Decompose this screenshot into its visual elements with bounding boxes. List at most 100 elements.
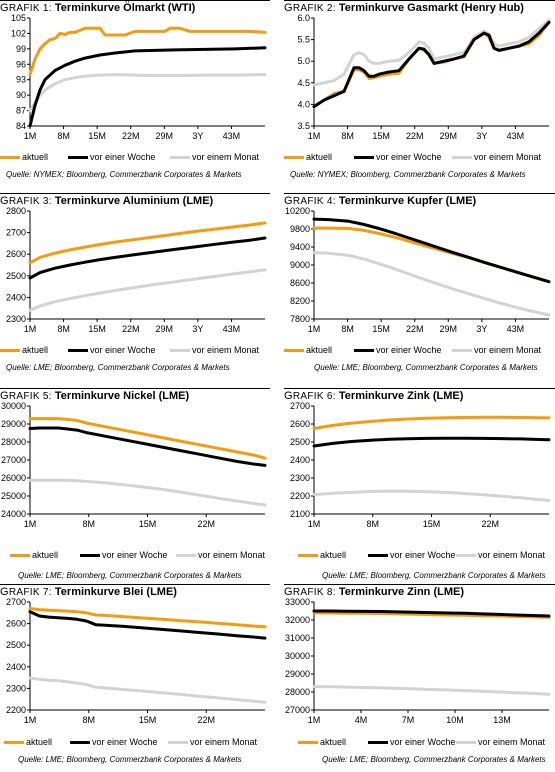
series-line-aktuell (28, 417, 267, 460)
x-tick-label: 8M (341, 131, 354, 141)
y-tick-label: 2300 (290, 473, 310, 483)
y-tick-label: 3.5 (297, 121, 310, 131)
chart-title: GRAFIK 7: Terminkurve Blei (LME) (0, 586, 177, 598)
legend-label: vor einem Monat (474, 345, 542, 355)
series-line-vor-einem-monat (312, 685, 551, 696)
y-tick-label: 2200 (290, 491, 310, 501)
chart-title: GRAFIK 5: Terminkurve Nickel (LME) (0, 390, 190, 402)
chart-source: Quelle: LME; Bloomberg, Commerzbank Corp… (322, 755, 546, 764)
legend-swatch-aktuell (284, 349, 304, 352)
chart-panel-4: GRAFIK 4: Terminkurve Kupfer (LME) 7800 8… (284, 193, 555, 381)
y-tick-label: 2700 (6, 597, 26, 607)
legend-label: vor einem Monat (198, 550, 266, 560)
legend-label: aktuell (22, 345, 49, 355)
x-tick-label: 15M (139, 715, 157, 725)
legend-swatch-monat (176, 554, 196, 557)
chart-panel-3: GRAFIK 3: Terminkurve Aluminium (LME) 23… (0, 193, 270, 381)
legend-label: vor einer Woche (376, 345, 442, 355)
x-tick-label: 22M (122, 324, 140, 334)
legend-label: vor einer Woche (102, 550, 168, 560)
legend-label: vor einer Woche (90, 345, 156, 355)
y-tick-label: 30000 (285, 651, 310, 661)
chart-legend: aktuell vor einer Woche vor einem Monat (0, 737, 270, 749)
legend-label: aktuell (320, 550, 347, 560)
series-line-vor-einer-woche (312, 20, 551, 109)
legend-swatch-woche (368, 741, 388, 744)
y-tick-label: 84 (16, 121, 26, 131)
x-tick-label: 3Y (476, 324, 487, 334)
y-tick-label: 2600 (290, 419, 310, 429)
legend-label: aktuell (32, 550, 59, 560)
x-tick-label: 22M (197, 519, 215, 529)
chart-source: Quelle: NYMEX; Bloomberg, Commerzbank Co… (290, 170, 526, 179)
y-tick-label: 29000 (1, 419, 26, 429)
y-tick-label: 102 (11, 28, 26, 38)
title-rule (0, 388, 270, 389)
y-tick-label: 2500 (290, 437, 310, 447)
x-tick-label: 15M (423, 519, 441, 529)
y-tick-label: 87 (16, 106, 26, 116)
y-tick-label: 2200 (6, 705, 26, 715)
legend-label: aktuell (320, 737, 347, 747)
y-tick-label: 8600 (290, 278, 310, 288)
series-line-vor-einem-monat (28, 478, 267, 507)
y-tick-label: 2400 (6, 292, 26, 302)
chart-source: Quelle: NYMEX; Bloomberg, Commerzbank Co… (6, 170, 242, 179)
legend-swatch-aktuell (0, 349, 20, 352)
x-tick-label: 22M (122, 131, 140, 141)
legend-swatch-aktuell (10, 554, 30, 557)
y-tick-label: 2700 (290, 401, 310, 411)
x-tick-label: 8M (57, 324, 70, 334)
y-tick-label: 9800 (290, 224, 310, 234)
chart-legend: aktuell vor einer Woche vor einem Monat (284, 550, 554, 562)
series-line-aktuell (28, 221, 267, 265)
x-tick-label: 8M (82, 519, 95, 529)
legend-swatch-monat (456, 741, 476, 744)
y-tick-label: 2500 (6, 640, 26, 650)
legend-swatch-woche (80, 554, 100, 557)
legend-label: aktuell (306, 345, 333, 355)
line-chart: 84 87 90 93 96 99 102 105 1M 8M 15M 22M 29M 3Y 43M (11, 13, 267, 141)
line-chart: 3.5 4.0 4.5 5.0 5.5 6.0 1M 8M 15M 22M 29M 3Y 43M (297, 13, 551, 141)
y-tick-label: 2800 (6, 206, 26, 216)
x-tick-label: 43M (507, 324, 525, 334)
x-tick-label: 1M (24, 519, 37, 529)
legend-swatch-monat (452, 156, 472, 159)
x-tick-label: 15M (139, 519, 157, 529)
x-tick-label: 29M (440, 324, 458, 334)
legend-label: aktuell (306, 152, 333, 162)
chart-legend: aktuell vor einer Woche vor einem Monat (284, 345, 554, 357)
y-tick-label: 2600 (6, 619, 26, 629)
y-tick-label: 6.0 (297, 13, 310, 23)
y-tick-label: 27000 (285, 705, 310, 715)
legend-label: vor einer Woche (390, 550, 456, 560)
series-line-vor-einer-woche (28, 46, 267, 128)
series-line-vor-einem-monat (312, 489, 551, 502)
line-chart: 2200 2300 2400 2500 2600 2700 1M 8M 15M 22M (6, 597, 267, 725)
series-line-vor-einem-monat (28, 268, 267, 312)
series-line-vor-einer-woche (28, 610, 267, 640)
y-tick-label: 2500 (6, 271, 26, 281)
y-tick-label: 28000 (1, 437, 26, 447)
x-tick-label: 8M (341, 324, 354, 334)
x-tick-label: 1M (308, 715, 321, 725)
chart-legend: aktuell vor einer Woche vor einem Monat (284, 152, 554, 164)
chart-title: GRAFIK 6: Terminkurve Zink (LME) (284, 390, 464, 402)
legend-label: aktuell (26, 737, 53, 747)
y-tick-label: 2100 (290, 509, 310, 519)
y-tick-label: 29000 (285, 669, 310, 679)
x-tick-label: 1M (308, 519, 321, 529)
x-tick-label: 8M (366, 519, 379, 529)
line-chart: 2100 2200 2300 2400 2500 2600 2700 1M 8M 15M 22M (290, 401, 551, 529)
x-tick-label: 29M (440, 131, 458, 141)
chart-title: GRAFIK 1: Terminkurve Ölmarkt (WTI) (0, 2, 196, 14)
title-rule (284, 388, 555, 389)
y-tick-label: 32000 (285, 615, 310, 625)
chart-source: Quelle: LME; Bloomberg, Commerzbank Corp… (6, 363, 230, 372)
x-tick-label: 7M (402, 715, 415, 725)
y-tick-label: 33000 (285, 597, 310, 607)
line-chart: 24000 25000 26000 27000 28000 29000 30000 1M 8M 1… (1, 401, 267, 529)
chart-panel-8: GRAFIK 8: Terminkurve Zinn (LME) 27000 28… (284, 584, 555, 772)
title-rule (284, 193, 555, 194)
x-tick-label: 3Y (192, 131, 203, 141)
